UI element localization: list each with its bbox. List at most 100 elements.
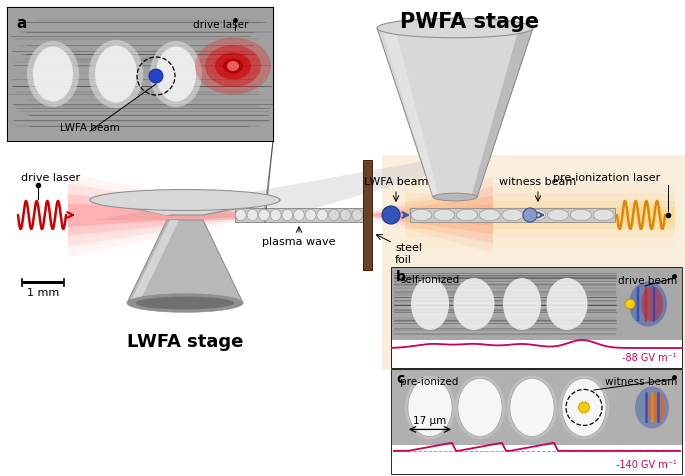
- Ellipse shape: [259, 209, 269, 221]
- Ellipse shape: [377, 18, 533, 38]
- Text: pre-ionized: pre-ionized: [400, 377, 458, 387]
- Text: drive beam: drive beam: [618, 276, 677, 286]
- Text: LWFA beam: LWFA beam: [60, 123, 120, 133]
- Ellipse shape: [90, 189, 280, 210]
- Polygon shape: [372, 196, 493, 234]
- Ellipse shape: [127, 294, 243, 312]
- Ellipse shape: [559, 376, 609, 439]
- Ellipse shape: [547, 278, 588, 330]
- Bar: [392, 268, 682, 368]
- Ellipse shape: [205, 45, 261, 87]
- Ellipse shape: [352, 209, 362, 221]
- Ellipse shape: [456, 209, 477, 221]
- Ellipse shape: [271, 209, 281, 221]
- Bar: [382, 155, 685, 370]
- Ellipse shape: [33, 47, 73, 101]
- Polygon shape: [372, 204, 493, 226]
- Ellipse shape: [95, 46, 137, 102]
- Polygon shape: [68, 173, 235, 257]
- Bar: [363, 160, 372, 270]
- Ellipse shape: [646, 392, 666, 422]
- Text: PWFA stage: PWFA stage: [401, 12, 540, 32]
- Text: steel
foil: steel foil: [395, 243, 422, 265]
- Text: drive laser: drive laser: [21, 173, 80, 183]
- Ellipse shape: [525, 209, 546, 221]
- Ellipse shape: [306, 209, 316, 221]
- Ellipse shape: [317, 209, 327, 221]
- Ellipse shape: [562, 378, 606, 436]
- Ellipse shape: [223, 59, 243, 73]
- Bar: [392, 370, 682, 445]
- Ellipse shape: [411, 209, 432, 221]
- Ellipse shape: [455, 376, 506, 439]
- Ellipse shape: [510, 378, 554, 436]
- Text: witness beam: witness beam: [605, 377, 677, 387]
- Ellipse shape: [408, 378, 452, 436]
- Ellipse shape: [503, 278, 541, 330]
- Polygon shape: [68, 203, 235, 227]
- Ellipse shape: [340, 209, 351, 221]
- Ellipse shape: [88, 40, 143, 108]
- Ellipse shape: [629, 281, 667, 327]
- Ellipse shape: [641, 287, 663, 321]
- Polygon shape: [127, 220, 243, 303]
- Bar: [410, 208, 615, 222]
- Ellipse shape: [136, 297, 234, 309]
- Polygon shape: [405, 183, 675, 247]
- Text: witness beam: witness beam: [499, 177, 577, 187]
- Text: pre-ionization laser: pre-ionization laser: [553, 173, 660, 183]
- Ellipse shape: [282, 209, 292, 221]
- Ellipse shape: [453, 278, 495, 330]
- Polygon shape: [382, 28, 439, 197]
- Ellipse shape: [294, 209, 304, 221]
- Polygon shape: [68, 194, 235, 236]
- Bar: [8, 8, 273, 141]
- Bar: [8, 8, 273, 141]
- Text: plasma wave: plasma wave: [262, 237, 336, 247]
- Bar: [22, 281, 64, 284]
- Text: self-ionized: self-ionized: [400, 275, 459, 285]
- Polygon shape: [90, 200, 280, 215]
- Text: a: a: [16, 16, 27, 31]
- Ellipse shape: [227, 61, 239, 71]
- Polygon shape: [372, 187, 493, 244]
- Polygon shape: [68, 184, 235, 247]
- Circle shape: [149, 69, 163, 83]
- Text: 17 μm: 17 μm: [413, 416, 447, 426]
- Ellipse shape: [547, 209, 569, 221]
- Ellipse shape: [434, 209, 455, 221]
- Text: LWFA beam: LWFA beam: [364, 177, 428, 187]
- Polygon shape: [405, 193, 675, 238]
- Ellipse shape: [215, 52, 251, 79]
- Text: LWFA stage: LWFA stage: [127, 333, 243, 351]
- Polygon shape: [405, 207, 675, 223]
- Text: b: b: [396, 270, 406, 284]
- Ellipse shape: [433, 193, 477, 201]
- Circle shape: [579, 402, 590, 413]
- Text: c: c: [396, 372, 404, 386]
- Polygon shape: [95, 160, 480, 220]
- Polygon shape: [372, 177, 493, 253]
- Polygon shape: [377, 28, 533, 197]
- Circle shape: [382, 206, 400, 224]
- Ellipse shape: [27, 41, 79, 107]
- Bar: [392, 445, 682, 474]
- Ellipse shape: [156, 47, 196, 101]
- Ellipse shape: [247, 209, 258, 221]
- Text: 1 mm: 1 mm: [27, 288, 59, 298]
- Bar: [392, 370, 682, 474]
- Ellipse shape: [458, 378, 502, 436]
- Ellipse shape: [236, 209, 246, 221]
- Ellipse shape: [479, 209, 500, 221]
- Text: drive laser: drive laser: [192, 20, 248, 30]
- Polygon shape: [130, 220, 179, 303]
- Polygon shape: [98, 200, 171, 215]
- Text: -88 GV m⁻¹: -88 GV m⁻¹: [623, 353, 677, 363]
- Ellipse shape: [411, 278, 449, 330]
- Ellipse shape: [502, 209, 523, 221]
- Bar: [235, 208, 363, 222]
- Polygon shape: [405, 200, 675, 229]
- Polygon shape: [471, 28, 533, 197]
- Text: -140 GV m⁻¹: -140 GV m⁻¹: [616, 460, 677, 470]
- Ellipse shape: [150, 41, 202, 107]
